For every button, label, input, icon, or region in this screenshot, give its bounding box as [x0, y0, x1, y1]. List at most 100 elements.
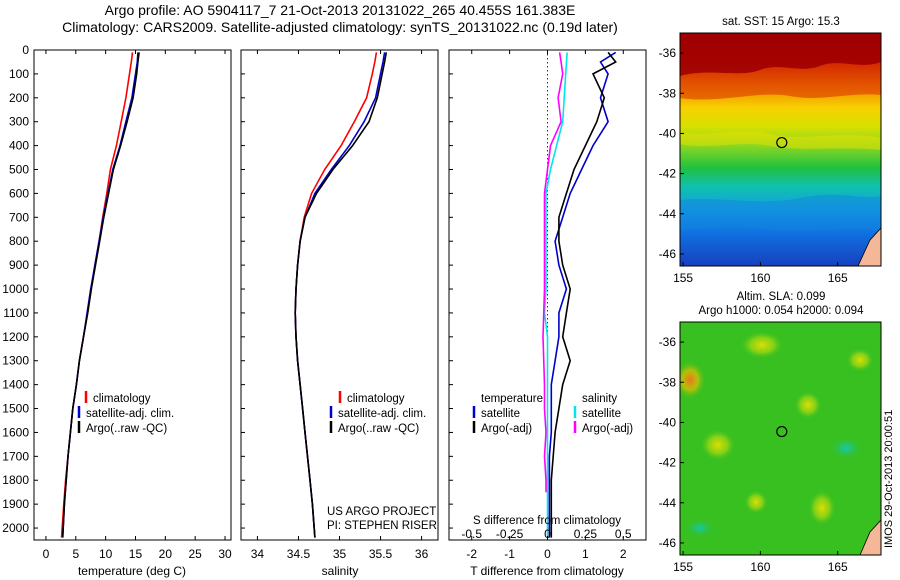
x-tick-label: -1: [504, 547, 515, 561]
sst-map-axes: 155 160 165 -36 -38 -40 -42 -44 -46: [659, 46, 848, 285]
y-tick-label: 1800: [2, 473, 29, 487]
x-tick-label: 15: [129, 547, 143, 561]
legend-label-argo: Argo(..raw -QC): [338, 423, 419, 435]
x-tick-label: -2: [466, 547, 477, 561]
sst-map-frame: [679, 32, 882, 267]
difference-panel: temperature satellite Argo(-adj) salinit…: [448, 49, 647, 578]
x-tick-label: 0: [544, 547, 551, 561]
lat-tick-label: -42: [659, 167, 677, 181]
argo-location-marker: [776, 425, 788, 438]
t-difference-x-axis: -2 -1 0 1 2: [466, 50, 627, 561]
lon-tick-label: 165: [828, 271, 848, 285]
legend-label-satellite: satellite-adj. clim.: [86, 408, 174, 420]
x-tick-label: 36: [415, 547, 429, 561]
profile-line: [294, 52, 388, 538]
salinity-x-label: salinity: [322, 564, 359, 578]
temperature-x-axis: 0 5 10 15 20 25 30: [43, 50, 232, 561]
y-tick-label: 300: [9, 115, 29, 129]
temperature-panel: 0100200300400500600700800900100011001200…: [2, 43, 453, 578]
depth-axis: 0 100 200 300 400 500 600 700 800 900 1000 1100 1200…: [2, 43, 453, 535]
difference-legend: temperature satellite Argo(-adj) salinit…: [472, 393, 633, 435]
difference-lines: [542, 51, 617, 538]
lat-tick-label: -46: [659, 247, 677, 261]
legend-label-satellite: satellite-adj. clim.: [338, 408, 426, 420]
lat-tick-label: -36: [659, 46, 677, 60]
legend-label-argo: Argo(..raw -QC): [86, 423, 167, 435]
lat-tick-label: -44: [659, 496, 677, 510]
argo-location-marker: [776, 136, 788, 149]
y-tick-label: 100: [9, 67, 29, 81]
x-tick-label: 10: [99, 547, 113, 561]
sst-map-panel: sat. SST: 15 Argo: 15.3 155 160 165 -36 -38 -…: [659, 16, 882, 285]
lon-tick-label: 155: [673, 271, 693, 285]
y-tick-label: 400: [9, 139, 29, 153]
legend-label-sal-satellite: satellite: [582, 408, 621, 420]
y-tick-label: 0: [22, 43, 29, 57]
x-tick-label: 25: [189, 547, 203, 561]
lon-tick-label: 160: [750, 560, 770, 574]
legend-label-temp-argo: Argo(-adj): [481, 423, 532, 435]
y-tick-label: 1500: [2, 402, 29, 416]
profile-line: [61, 52, 140, 538]
lat-tick-label: -40: [659, 126, 677, 140]
sla-map-frame: [679, 321, 882, 556]
legend-title-temperature: temperature: [481, 393, 543, 405]
x-tick-label: 0: [43, 547, 50, 561]
sla-map-title: Altim. SLA: 0.099: [737, 291, 826, 303]
x-tick-label: 35: [333, 547, 347, 561]
difference-line: [542, 52, 564, 493]
s-tick-label: 0.5: [615, 527, 632, 541]
difference-line: [548, 51, 617, 538]
y-tick-label: 1700: [2, 449, 29, 463]
y-tick-label: 1100: [3, 306, 29, 320]
y-tick-label: 1600: [2, 425, 29, 439]
profile-line: [60, 52, 134, 538]
lat-tick-label: -38: [659, 86, 677, 100]
figure-title-line2: Climatology: CARS2009. Satellite-adjuste…: [62, 19, 618, 35]
x-tick-label: 5: [72, 547, 79, 561]
sst-map-title: sat. SST: 15 Argo: 15.3: [722, 16, 840, 28]
lat-tick-label: -42: [659, 456, 677, 470]
y-tick-label: 500: [9, 163, 29, 177]
s-tick-label: 0.25: [574, 527, 598, 541]
difference-line: [543, 52, 568, 538]
x-tick-label: 34: [251, 547, 265, 561]
s-tick-label: -0.25: [496, 527, 524, 541]
salinity-profile-lines: [294, 52, 388, 538]
y-tick-label: 200: [9, 91, 29, 105]
y-tick-label: 1000: [2, 282, 29, 296]
y-tick-label: 600: [9, 186, 29, 200]
y-tick-label: 1200: [2, 330, 29, 344]
figure-title-line1: Argo profile: AO 5904117_7 21-Oct-2013 2…: [104, 2, 576, 18]
temperature-axes-frame: [33, 49, 232, 541]
sst-field: [680, 33, 881, 266]
legend-label-climatology: climatology: [347, 393, 405, 405]
x-tick-label: 1: [582, 547, 589, 561]
temperature-legend: climatology satellite-adj. clim. Argo(..…: [77, 391, 174, 435]
lat-tick-label: -38: [659, 375, 677, 389]
lon-tick-label: 165: [828, 560, 848, 574]
y-tick-label: 1900: [2, 497, 29, 511]
legend-label-temp-satellite: satellite: [481, 408, 520, 420]
salinity-panel: 34 34.5 35 35.5 36 salinity climatology sate…: [240, 49, 439, 578]
x-tick-label: 30: [218, 547, 232, 561]
x-tick-label: 20: [159, 547, 173, 561]
salinity-legend: climatology satellite-adj. clim. Argo(..…: [329, 391, 426, 435]
x-tick-label: 35.5: [369, 547, 393, 561]
sla-map-panel: Altim. SLA: 0.099 Argo h1000: 0.054 h200…: [659, 291, 882, 574]
lat-tick-label: -46: [659, 536, 677, 550]
y-tick-label: 1400: [2, 378, 29, 392]
salinity-x-axis: 34 34.5 35 35.5 36: [251, 50, 429, 561]
project-note: US ARGO PROJECT: [327, 506, 436, 518]
lon-tick-label: 155: [673, 560, 693, 574]
s-difference-ticks: -0.5 -0.25 0 0.25 0.5: [461, 527, 632, 541]
s-tick-label: -0.5: [461, 527, 482, 541]
legend-title-salinity: salinity: [582, 393, 617, 405]
y-tick-label: 800: [9, 234, 29, 248]
temperature-x-label: temperature (deg C): [78, 564, 186, 578]
lat-tick-label: -36: [659, 335, 677, 349]
s-difference-label: S difference from climatology: [473, 515, 621, 527]
x-tick-label: 34.5: [287, 547, 311, 561]
y-tick-label: 2000: [2, 521, 29, 535]
profile-line: [294, 52, 378, 538]
